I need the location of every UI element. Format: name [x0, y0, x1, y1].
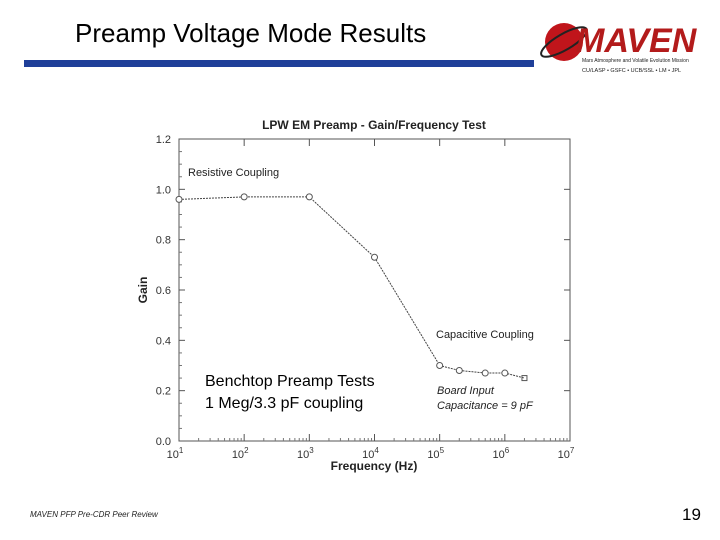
- data-point-marker: [501, 369, 509, 377]
- x-tick-label: 102: [232, 446, 249, 461]
- page-number: 19: [682, 505, 701, 524]
- logo-partners: CU/LASP • GSFC • UCB/SSL • LM • JPL: [582, 68, 681, 74]
- annotation-board-line1: Board Input: [437, 385, 495, 397]
- annotation-bench-line1: Benchtop Preamp Tests: [205, 373, 375, 390]
- x-tick-label: 101: [167, 446, 184, 461]
- gain-series-line: [178, 196, 525, 379]
- logo-orbit-ring: [540, 26, 588, 58]
- y-tick-label: 0.4: [156, 335, 171, 347]
- slide-title: Preamp Voltage Mode Results: [75, 18, 427, 48]
- data-point-marker: [436, 362, 444, 369]
- annotation-bench-line2: 1 Meg/3.3 pF coupling: [205, 395, 363, 412]
- y-tick-label: 1.2: [156, 134, 171, 146]
- data-point-marker: [240, 193, 248, 201]
- data-point-marker: [305, 193, 313, 201]
- title-underline-bar: [24, 60, 534, 67]
- y-tick-label: 0.6: [156, 285, 171, 297]
- data-point-marker: [481, 369, 489, 377]
- annotation-board-line2: Capacitance = 9 pF: [437, 400, 534, 412]
- annotation-resistive: Resistive Coupling: [188, 167, 279, 179]
- x-tick-label: 103: [297, 446, 314, 461]
- x-tick-label: 106: [492, 446, 509, 461]
- x-tick-label: 107: [558, 446, 575, 461]
- maven-logo: MAVEN Mars Atmosphere and Volatile Evolu…: [540, 22, 698, 74]
- logo-subtitle: Mars Atmosphere and Volatile Evolution M…: [582, 58, 689, 64]
- y-tick-label: 1.0: [156, 184, 171, 196]
- annotation-capacitive: Capacitive Coupling: [436, 329, 534, 341]
- chart-title: LPW EM Preamp - Gain/Frequency Test: [262, 118, 486, 132]
- logo-planet-icon: [545, 23, 583, 61]
- x-axis-label: Frequency (Hz): [331, 459, 418, 473]
- data-point-marker: [175, 195, 183, 203]
- footer-text: MAVEN PFP Pre-CDR Peer Review: [30, 510, 158, 519]
- y-tick-label: 0.8: [156, 235, 171, 247]
- data-point-marker: [521, 375, 528, 382]
- data-point-marker: [455, 367, 463, 375]
- y-tick-label: 0.0: [156, 436, 171, 448]
- x-tick-label: 104: [362, 446, 379, 461]
- logo-wordmark: MAVEN: [576, 22, 698, 60]
- y-tick-label: 0.2: [156, 386, 171, 398]
- x-tick-label: 105: [427, 446, 444, 461]
- data-point-marker: [371, 253, 378, 261]
- y-axis-label: Gain: [136, 277, 150, 304]
